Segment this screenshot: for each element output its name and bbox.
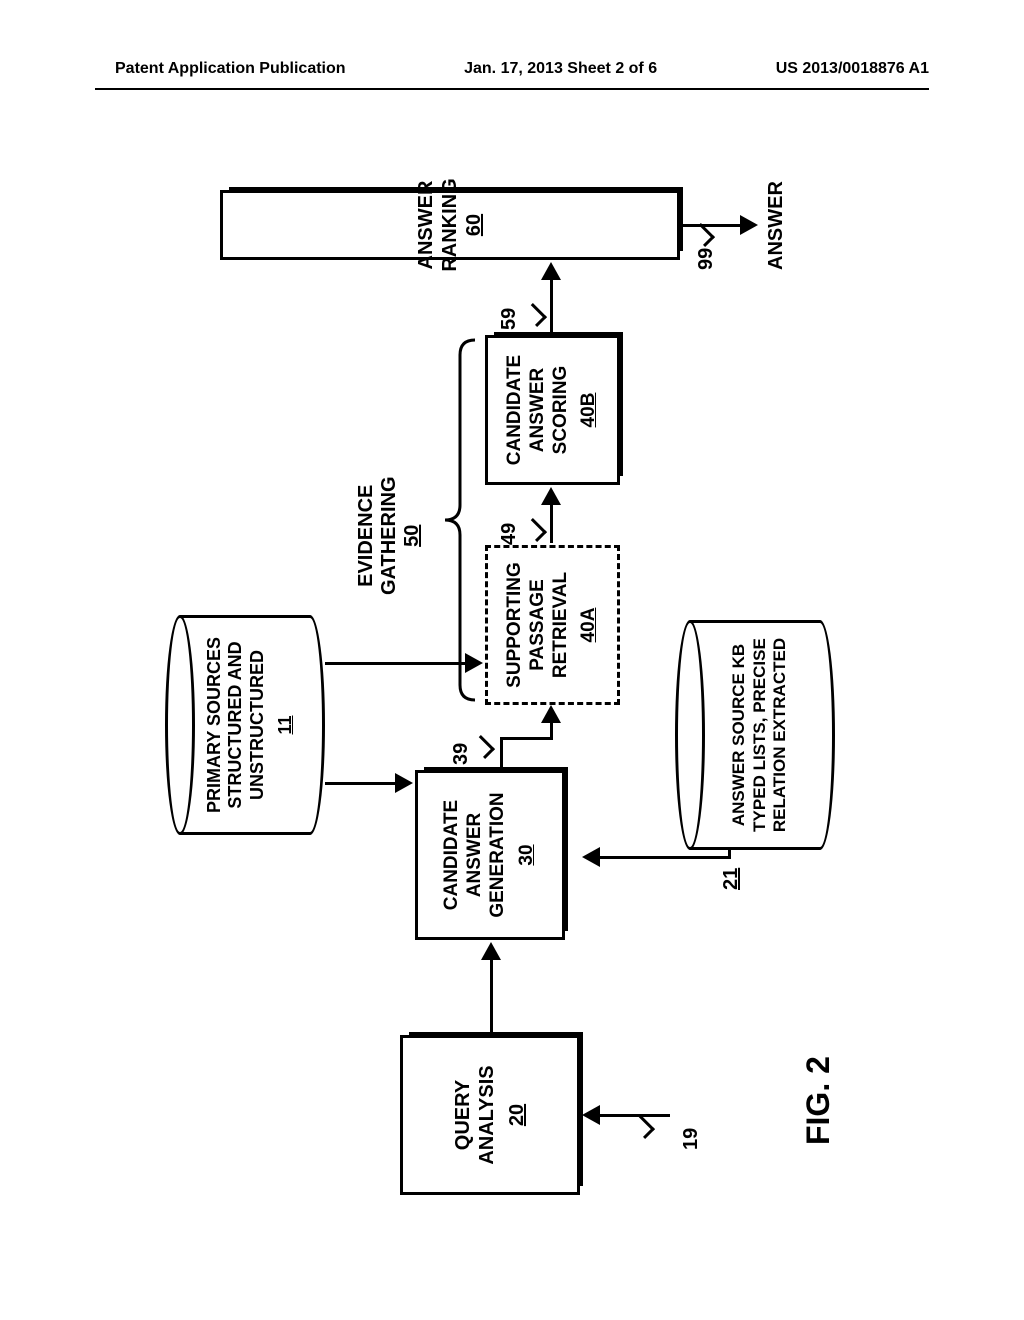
supporting-l3: RETRIEVAL [550, 572, 573, 678]
evidence-num: 50 [401, 476, 424, 595]
query-analysis-num: 20 [505, 1104, 529, 1126]
scoring-l3: SCORING [550, 366, 573, 455]
label-59: 59 [498, 308, 521, 330]
answer-kb-l3: RELATION EXTRACTED [770, 638, 790, 832]
tick-59 [523, 303, 547, 327]
supporting-box: SUPPORTING PASSAGE RETRIEVAL 40A [485, 545, 620, 705]
header-right: US 2013/0018876 A1 [776, 60, 929, 78]
arrow-qa-cg-head [481, 942, 501, 960]
answer-kb-cylinder: ANSWER SOURCE KB TYPED LISTS, PRECISE RE… [690, 620, 820, 850]
label-49: 49 [498, 523, 521, 545]
ranking-box: ANSWER RANKING 60 [220, 190, 680, 260]
candidate-gen-box: CANDIDATE ANSWER GENERATION 30 [415, 770, 565, 940]
primary-num: 11 [275, 715, 297, 734]
ranking-l2: RANKING [439, 178, 461, 271]
answer-label: ANSWER [765, 181, 788, 270]
arrow-kb-head [582, 847, 600, 867]
arrow-49-head [541, 487, 561, 505]
arrow-59 [550, 278, 553, 333]
answer-kb-l1: ANSWER SOURCE KB [729, 644, 749, 826]
evidence-label: EVIDENCE GATHERING 50 [355, 476, 424, 595]
arrow-39-v [500, 737, 550, 740]
candidate-gen-l1: CANDIDATE [441, 800, 464, 910]
tick-39 [471, 735, 495, 759]
primary-sources-cylinder: PRIMARY SOURCES STRUCTURED AND UNSTRUCTU… [180, 615, 310, 835]
label-19: 19 [680, 1128, 703, 1150]
primary-l3: UNSTRUCTURED [247, 650, 269, 800]
candidate-gen-l3: GENERATION [487, 792, 510, 917]
evidence-l1: EVIDENCE [355, 476, 378, 595]
page-header: Patent Application Publication Jan. 17, … [0, 60, 1024, 78]
query-analysis-box: QUERY ANALYSIS 20 [400, 1035, 580, 1195]
ranking-l1: ANSWER [415, 181, 437, 270]
arrow-59-head [541, 262, 561, 280]
arrow-99 [682, 224, 742, 227]
primary-l2: STRUCTURED AND [225, 641, 247, 808]
arrow-39-head [541, 705, 561, 723]
answer-kb-l2: TYPED LISTS, PRECISE [750, 638, 770, 832]
supporting-num: 40A [578, 608, 601, 643]
diagram-container: QUERY ANALYSIS 20 19 CANDIDATE ANSWER GE… [0, 290, 1024, 1070]
arrow-49 [550, 503, 553, 543]
scoring-l2: ANSWER [527, 368, 550, 452]
label-99: 99 [695, 248, 718, 270]
arrow-39-h [500, 739, 503, 769]
scoring-num: 40B [578, 393, 601, 428]
arrow-qa-cg [490, 958, 493, 1033]
label-39: 39 [450, 743, 473, 765]
tick-49 [523, 518, 547, 542]
arrow-19-head [582, 1105, 600, 1125]
brace-svg [440, 335, 480, 705]
header-left: Patent Application Publication [115, 60, 346, 78]
arrow-kb-h [728, 849, 731, 859]
header-center: Jan. 17, 2013 Sheet 2 of 6 [464, 60, 657, 78]
arrow-ps-left-head [395, 773, 413, 793]
figure-label: FIG. 2 [800, 1056, 837, 1145]
scoring-l1: CANDIDATE [504, 355, 527, 465]
evidence-l2: GATHERING [378, 476, 401, 595]
arrow-kb-v [600, 856, 728, 859]
scoring-box: CANDIDATE ANSWER SCORING 40B [485, 335, 620, 485]
arrow-19-line [600, 1114, 670, 1117]
header-rule [95, 88, 929, 90]
arrow-99-head [740, 215, 758, 235]
flowchart: QUERY ANALYSIS 20 19 CANDIDATE ANSWER GE… [120, 155, 900, 1205]
ranking-num: 60 [463, 214, 485, 236]
query-analysis-title: QUERY ANALYSIS [451, 1038, 499, 1192]
tick-19 [631, 1115, 655, 1139]
primary-l1: PRIMARY SOURCES [204, 637, 226, 813]
arrow-39-h2 [550, 723, 553, 740]
supporting-l2: PASSAGE [527, 579, 550, 671]
arrow-ps-left [325, 782, 395, 785]
candidate-gen-l2: ANSWER [464, 813, 487, 897]
supporting-l1: SUPPORTING [504, 562, 527, 688]
candidate-gen-num: 30 [516, 844, 539, 865]
answer-kb-num: 21 [720, 868, 743, 890]
